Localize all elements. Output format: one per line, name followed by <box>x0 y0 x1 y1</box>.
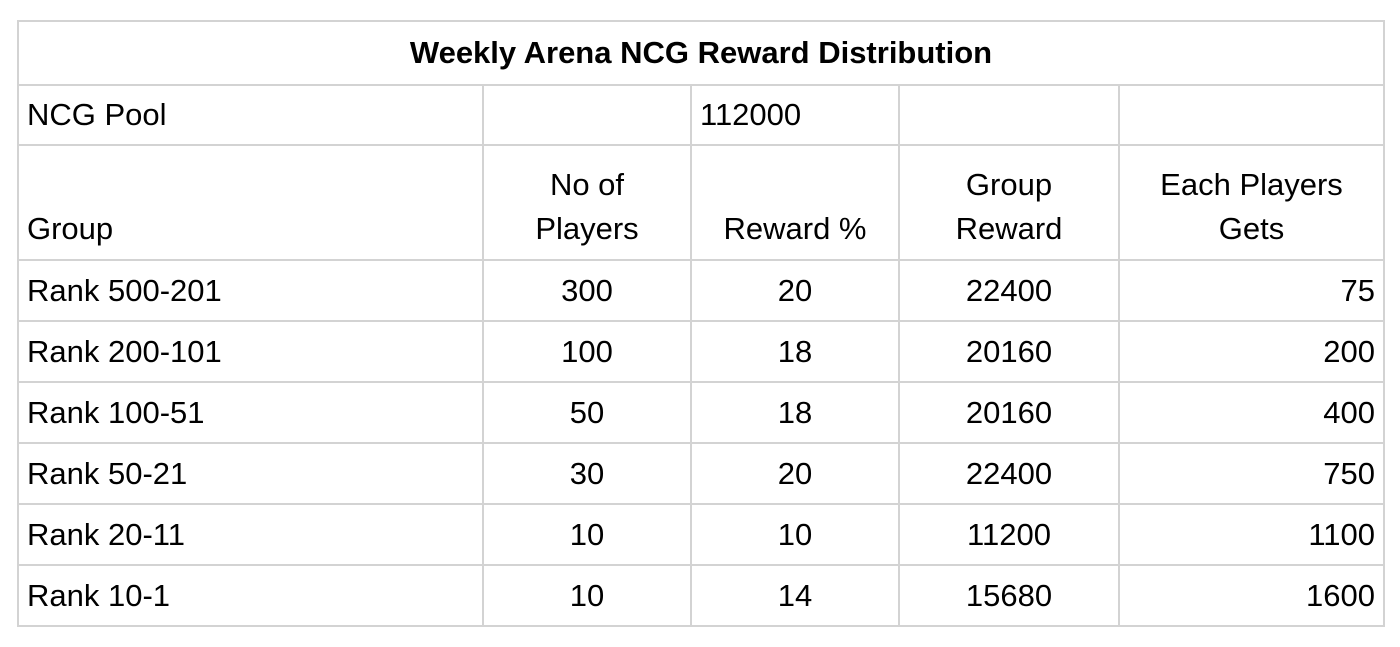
ncg-pool-value[interactable]: 112000 <box>690 84 900 146</box>
group-reward-cell[interactable]: 20160 <box>898 381 1120 444</box>
header-reward-pct[interactable]: Reward % <box>690 144 900 261</box>
group-reward-cell[interactable]: 22400 <box>898 442 1120 505</box>
empty-cell[interactable] <box>898 84 1120 146</box>
table-row: Rank 200-101 100 18 20160 200 <box>17 320 1385 383</box>
group-reward-cell[interactable]: 15680 <box>898 564 1120 627</box>
group-cell[interactable]: Rank 50-21 <box>17 442 484 505</box>
players-cell[interactable]: 10 <box>482 503 692 566</box>
reward-pct-cell[interactable]: 20 <box>690 442 900 505</box>
title-row: Weekly Arena NCG Reward Distribution <box>17 20 1385 86</box>
group-cell[interactable]: Rank 10-1 <box>17 564 484 627</box>
group-cell[interactable]: Rank 100-51 <box>17 381 484 444</box>
players-cell[interactable]: 50 <box>482 381 692 444</box>
table-row: Rank 500-201 300 20 22400 75 <box>17 259 1385 322</box>
reward-pct-cell[interactable]: 18 <box>690 381 900 444</box>
header-group-reward-line1: Group <box>965 167 1053 202</box>
header-players-line2: Players <box>535 211 639 246</box>
players-cell[interactable]: 30 <box>482 442 692 505</box>
ncg-pool-row: NCG Pool 112000 <box>17 84 1385 146</box>
each-player-cell[interactable]: 200 <box>1118 320 1385 383</box>
each-player-cell[interactable]: 75 <box>1118 259 1385 322</box>
players-cell[interactable]: 300 <box>482 259 692 322</box>
table-row: Rank 10-1 10 14 15680 1600 <box>17 564 1385 627</box>
table-title[interactable]: Weekly Arena NCG Reward Distribution <box>17 20 1385 86</box>
table-row: Rank 100-51 50 18 20160 400 <box>17 381 1385 444</box>
header-each-player[interactable]: Each Players Gets <box>1118 144 1385 261</box>
empty-cell[interactable] <box>1118 84 1385 146</box>
table-row: Rank 50-21 30 20 22400 750 <box>17 442 1385 505</box>
table-row: Rank 20-11 10 10 11200 1100 <box>17 503 1385 566</box>
group-reward-cell[interactable]: 20160 <box>898 320 1120 383</box>
header-group-reward-line2: Reward <box>955 211 1063 246</box>
each-player-cell[interactable]: 1100 <box>1118 503 1385 566</box>
each-player-cell[interactable]: 750 <box>1118 442 1385 505</box>
group-reward-cell[interactable]: 22400 <box>898 259 1120 322</box>
ncg-pool-label[interactable]: NCG Pool <box>17 84 484 146</box>
header-each-line2: Gets <box>1218 211 1285 246</box>
header-group[interactable]: Group <box>17 144 484 261</box>
reward-distribution-table: Weekly Arena NCG Reward Distribution NCG… <box>17 20 1385 627</box>
each-player-cell[interactable]: 1600 <box>1118 564 1385 627</box>
header-group-text: Group <box>27 211 114 246</box>
header-players-line1: No of <box>549 167 625 202</box>
header-reward-pct-text: Reward % <box>723 211 867 246</box>
header-each-line1: Each Players <box>1160 167 1343 202</box>
group-reward-cell[interactable]: 11200 <box>898 503 1120 566</box>
each-player-cell[interactable]: 400 <box>1118 381 1385 444</box>
reward-pct-cell[interactable]: 10 <box>690 503 900 566</box>
group-cell[interactable]: Rank 200-101 <box>17 320 484 383</box>
group-cell[interactable]: Rank 20-11 <box>17 503 484 566</box>
header-players[interactable]: No of Players <box>482 144 692 261</box>
empty-cell[interactable] <box>482 84 692 146</box>
reward-pct-cell[interactable]: 18 <box>690 320 900 383</box>
players-cell[interactable]: 100 <box>482 320 692 383</box>
group-cell[interactable]: Rank 500-201 <box>17 259 484 322</box>
reward-pct-cell[interactable]: 20 <box>690 259 900 322</box>
header-group-reward[interactable]: Group Reward <box>898 144 1120 261</box>
header-row: Group No of Players Reward % Group Reward … <box>17 144 1385 261</box>
players-cell[interactable]: 10 <box>482 564 692 627</box>
reward-pct-cell[interactable]: 14 <box>690 564 900 627</box>
